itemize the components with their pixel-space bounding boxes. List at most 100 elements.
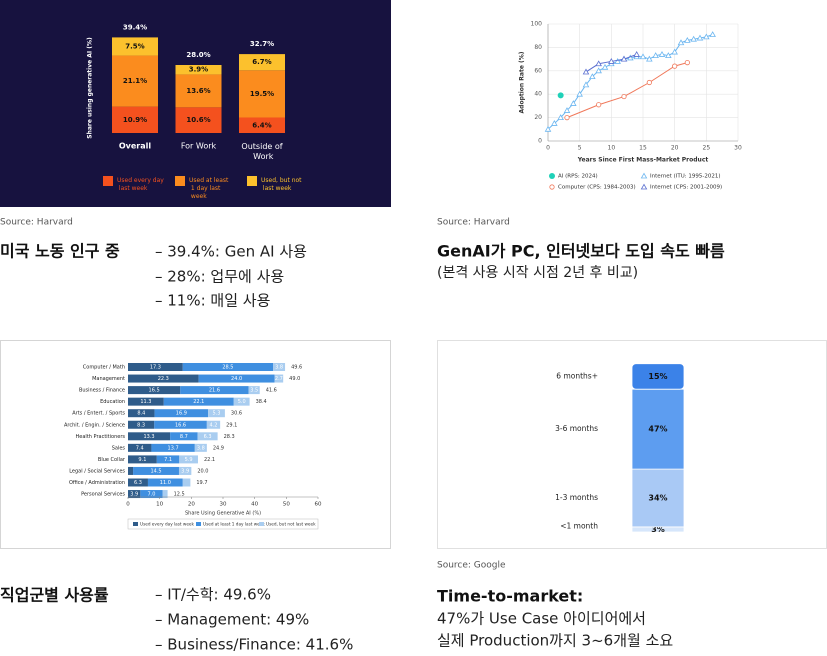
x-tick-label: 30 <box>734 145 742 152</box>
category-label: Overall <box>119 142 152 151</box>
point <box>601 63 609 70</box>
category-label: Legal / Social Services <box>69 468 125 474</box>
segment-label: 16.6 <box>175 422 186 428</box>
bullet: – 39.4%: Gen AI 사용 <box>155 243 307 261</box>
bar-segment <box>206 420 221 429</box>
total-label: 28.0% <box>186 51 210 59</box>
segment-label: 9.1 <box>138 457 146 463</box>
bar-segment <box>175 64 222 75</box>
point <box>690 35 697 42</box>
legend-label: Used every day last week <box>140 522 194 527</box>
bar-segment <box>128 432 171 441</box>
bullet: – Business/Finance: 41.6% <box>155 636 353 654</box>
point <box>633 51 640 57</box>
total-label: 38.4 <box>256 399 267 405</box>
legend-label: Used every day last week <box>117 177 164 192</box>
segment-label: 34% <box>648 494 667 503</box>
bar-segment <box>248 386 260 395</box>
point <box>564 115 570 121</box>
y-tick-label: 0 <box>538 138 542 145</box>
bar-segment <box>128 490 141 499</box>
segment-label: 24.0 <box>231 376 242 382</box>
bar-segment <box>128 363 183 371</box>
point <box>544 125 552 132</box>
subtitle: (본격 사용 시작 시점 2년 후 비교) <box>437 265 638 281</box>
bar-segment <box>274 374 284 383</box>
segment-label: 47% <box>648 425 667 434</box>
y-tick-label: 80 <box>534 44 542 51</box>
segment-label: 7.5% <box>125 42 144 50</box>
point <box>640 183 648 190</box>
segment-label: 21.6 <box>209 388 220 394</box>
point <box>652 52 659 58</box>
bar-segment <box>233 397 250 406</box>
x-axis-label: Years Since First Mass-Market Product <box>577 157 709 164</box>
segment-label: 19.5% <box>250 90 274 98</box>
segment-label: 7.1 <box>164 457 172 463</box>
point <box>570 100 577 106</box>
segment-label: 14.5 <box>150 468 161 474</box>
category-label: Office / Administration <box>69 480 125 486</box>
bar-segment <box>182 363 274 371</box>
segment-label: 4.2 <box>210 422 218 428</box>
bar-segment <box>128 443 152 452</box>
point <box>620 55 628 62</box>
segment-label: 17.3 <box>150 365 161 371</box>
segment-label: 28.5 <box>222 365 233 371</box>
segment-label: 3.8 <box>197 445 205 451</box>
body-line: 47%가 Use Case 아이디어에서 <box>437 610 646 628</box>
bar-segment <box>128 466 134 475</box>
x-tick-label: 50 <box>283 502 290 508</box>
bar-segment <box>170 432 198 441</box>
y-tick-label: 100 <box>531 21 543 28</box>
bar-segment <box>154 409 209 418</box>
bar-segment <box>631 468 685 528</box>
category-label: For Work <box>181 142 217 151</box>
point <box>621 93 627 100</box>
point <box>672 63 678 69</box>
legend-label: Internet (CPS: 2001-2009) <box>650 185 722 191</box>
category-label: <1 month <box>560 521 598 530</box>
segment-label: 10.9% <box>123 116 147 124</box>
legend-swatch <box>103 176 113 186</box>
point <box>646 79 652 86</box>
point <box>563 107 571 113</box>
category-label: Personal Services <box>81 492 125 498</box>
total-label: 49.0 <box>289 376 300 382</box>
bar-segment <box>128 478 148 487</box>
point <box>640 172 648 179</box>
point <box>608 58 615 64</box>
point <box>696 34 704 41</box>
legend-label: AI (RPS: 2024) <box>558 174 598 180</box>
segment-label: 7.0 <box>147 492 155 498</box>
bullet: – IT/수학: 49.6% <box>155 586 271 604</box>
heading: 미국 노동 인구 중 <box>0 242 120 261</box>
legend-label: Used at least 1 day last week <box>203 522 265 527</box>
heading: GenAI가 PC, 인터넷보다 도입 속도 빠름 <box>437 242 725 261</box>
total-label: 24.9 <box>213 445 224 451</box>
legend-frame <box>127 518 319 530</box>
segment-label: 3.5 <box>250 388 258 394</box>
heading: 직업군별 사용률 <box>0 586 109 605</box>
source: Source: Harvard <box>0 218 73 228</box>
bar-segment <box>179 455 198 464</box>
x-tick-label: 40 <box>251 502 258 508</box>
segment-label: 3.9% <box>189 66 208 74</box>
y-tick-label: 20 <box>534 114 542 121</box>
total-label: 29.1 <box>226 422 237 428</box>
point <box>665 52 672 58</box>
segment-label: 2.7 <box>275 376 283 382</box>
segment-label: 22.1 <box>193 399 204 405</box>
bar-segment <box>239 54 285 71</box>
category-label: Sales <box>112 445 126 451</box>
segment-label: 6.3 <box>134 480 142 486</box>
total-label: 32.7% <box>250 40 274 48</box>
y-tick-label: 40 <box>534 91 542 98</box>
point <box>549 173 555 179</box>
source: Source: Google <box>437 561 506 571</box>
x-tick-label: 10 <box>156 502 163 508</box>
point <box>658 51 666 57</box>
legend-label: Internet (ITU: 1995-2021) <box>650 174 720 180</box>
bar-segment <box>151 443 195 452</box>
category-label: 3-6 months <box>555 424 598 433</box>
